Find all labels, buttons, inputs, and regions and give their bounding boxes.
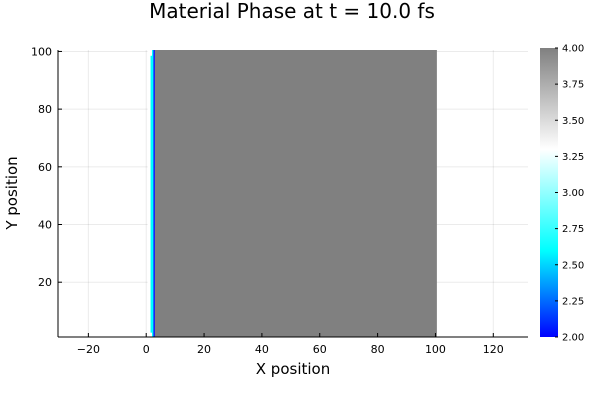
y-tick-label-1: 40 bbox=[38, 219, 52, 232]
x-tick-label-4: 60 bbox=[313, 343, 327, 356]
heatmap-cells bbox=[147, 50, 437, 337]
colorbar-tick-label-1: 2.25 bbox=[562, 296, 584, 307]
y-tick-label-4: 100 bbox=[31, 45, 52, 58]
x-tick-label-7: 120 bbox=[483, 343, 504, 356]
colorbar-tick-label-6: 3.50 bbox=[562, 116, 584, 127]
heatmap-edge-strip-5 bbox=[147, 332, 152, 337]
colorbar-tick-label-4: 3.00 bbox=[562, 188, 584, 199]
colorbar-tick-label-0: 2.00 bbox=[562, 333, 584, 344]
y-axis-ticks: 20 40 60 80 100 bbox=[31, 45, 62, 289]
colorbar: 2.00 2.25 2.50 2.75 3.00 3.25 3.50 3.75 4.00 bbox=[540, 44, 584, 344]
y-tick-label-3: 80 bbox=[38, 103, 52, 116]
heatmap-region-2 bbox=[153, 50, 155, 337]
y-tick-label-0: 20 bbox=[38, 276, 52, 289]
colorbar-tick-label-5: 3.25 bbox=[562, 152, 584, 163]
x-tick-label-2: 20 bbox=[197, 343, 211, 356]
y-tick-label-2: 60 bbox=[38, 161, 52, 174]
x-axis-ticks: −20 0 20 40 60 80 100 120 bbox=[77, 333, 504, 356]
x-tick-label-3: 40 bbox=[255, 343, 269, 356]
plot-axes bbox=[57, 50, 528, 338]
heatmap-region-0 bbox=[147, 50, 151, 337]
heatmap-region-1 bbox=[150, 50, 154, 337]
heatmap-region-3 bbox=[154, 50, 437, 337]
colorbar-tick-label-7: 3.75 bbox=[562, 80, 584, 91]
colorbar-tick-label-8: 4.00 bbox=[562, 44, 584, 55]
colorbar-tick-label-3: 2.75 bbox=[562, 224, 584, 235]
x-tick-label-1: 0 bbox=[143, 343, 150, 356]
x-tick-label-6: 100 bbox=[425, 343, 446, 356]
x-tick-label-5: 80 bbox=[371, 343, 385, 356]
colorbar-gradient bbox=[540, 48, 558, 337]
chart-title: Material Phase at t = 10.0 fs bbox=[149, 0, 435, 23]
x-tick-label-0: −20 bbox=[77, 343, 100, 356]
x-axis-label: X position bbox=[256, 360, 330, 378]
y-axis-label: Y position bbox=[3, 156, 21, 230]
colorbar-tick-label-2: 2.50 bbox=[562, 260, 584, 271]
heatmap-edge-strip-4 bbox=[147, 50, 152, 56]
